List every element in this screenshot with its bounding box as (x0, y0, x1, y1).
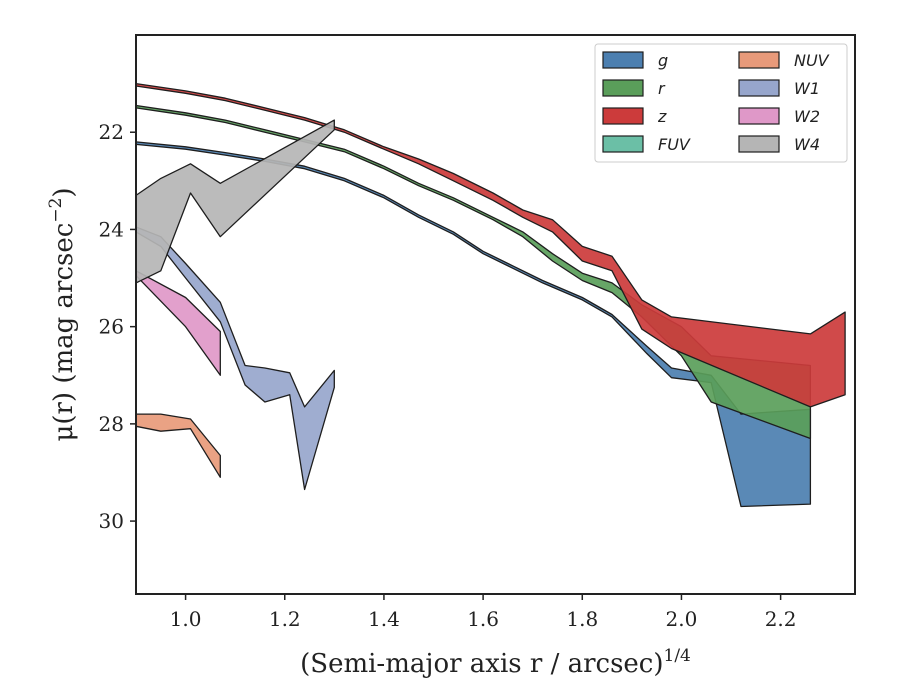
y-axis-title-close: ) (49, 187, 79, 197)
band-w4 (135, 119, 335, 284)
legend-label-z: z (657, 107, 667, 126)
x-axis-title-text: (Semi-major axis r / arcsec) (300, 649, 663, 679)
legend-swatch-g (602, 51, 644, 69)
band-w2 (135, 270, 221, 376)
y-tick-label: 26 (99, 315, 124, 339)
band-z (135, 82, 846, 408)
legend-swatch-w2 (738, 107, 780, 125)
legend-label-w1: W1 (794, 79, 820, 98)
x-tick-label: 1.6 (467, 607, 499, 631)
y-axis: 22 24 26 28 30 (99, 120, 136, 533)
x-tick-label: 2.2 (765, 607, 797, 631)
y-axis-title-text: μ(r) (mag arcsec (49, 223, 79, 442)
legend-swatch-fuv (602, 135, 644, 153)
band-w1 (135, 226, 335, 491)
legend-label-nuv: NUV (794, 51, 830, 70)
legend-box (594, 43, 848, 163)
legend-swatch-w1 (738, 79, 780, 97)
legend-swatch-z (602, 107, 644, 125)
legend-label-w2: W2 (794, 107, 820, 126)
legend-label-r: r (658, 79, 666, 98)
legend-swatch-w4 (738, 135, 780, 153)
legend-label-w4: W4 (794, 135, 820, 154)
band-g (135, 141, 812, 508)
legend-swatch-nuv (738, 51, 780, 69)
y-tick-label: 28 (99, 412, 124, 436)
legend-swatch-r (602, 79, 644, 97)
plot-frame (135, 34, 856, 595)
y-axis-title: μ(r) (mag arcsec−2) (46, 187, 79, 441)
x-tick-label: 1.0 (170, 607, 202, 631)
legend: grz FUV NUV W1 W2 W4 (594, 43, 848, 163)
x-axis-title-exponent: 1/4 (664, 646, 691, 666)
x-axis-title: (Semi-major axis r / arcsec)1/4 (300, 646, 691, 679)
band-nuv (135, 413, 221, 478)
y-tick-label: 22 (99, 120, 124, 144)
y-tick-label: 30 (99, 509, 124, 533)
x-tick-label: 1.8 (566, 607, 598, 631)
x-axis: 1.0 1.2 1.4 1.6 1.8 2.0 2.2 (170, 594, 797, 631)
legend-label-fuv: FUV (658, 135, 691, 154)
x-tick-label: 1.2 (269, 607, 301, 631)
series-bands (135, 82, 846, 508)
y-axis-title-exponent: −2 (46, 198, 66, 223)
x-tick-label: 1.4 (368, 607, 400, 631)
band-r (135, 104, 812, 440)
y-tick-label: 24 (99, 217, 124, 241)
legend-label-g: g (658, 51, 668, 70)
x-tick-label: 2.0 (666, 607, 698, 631)
